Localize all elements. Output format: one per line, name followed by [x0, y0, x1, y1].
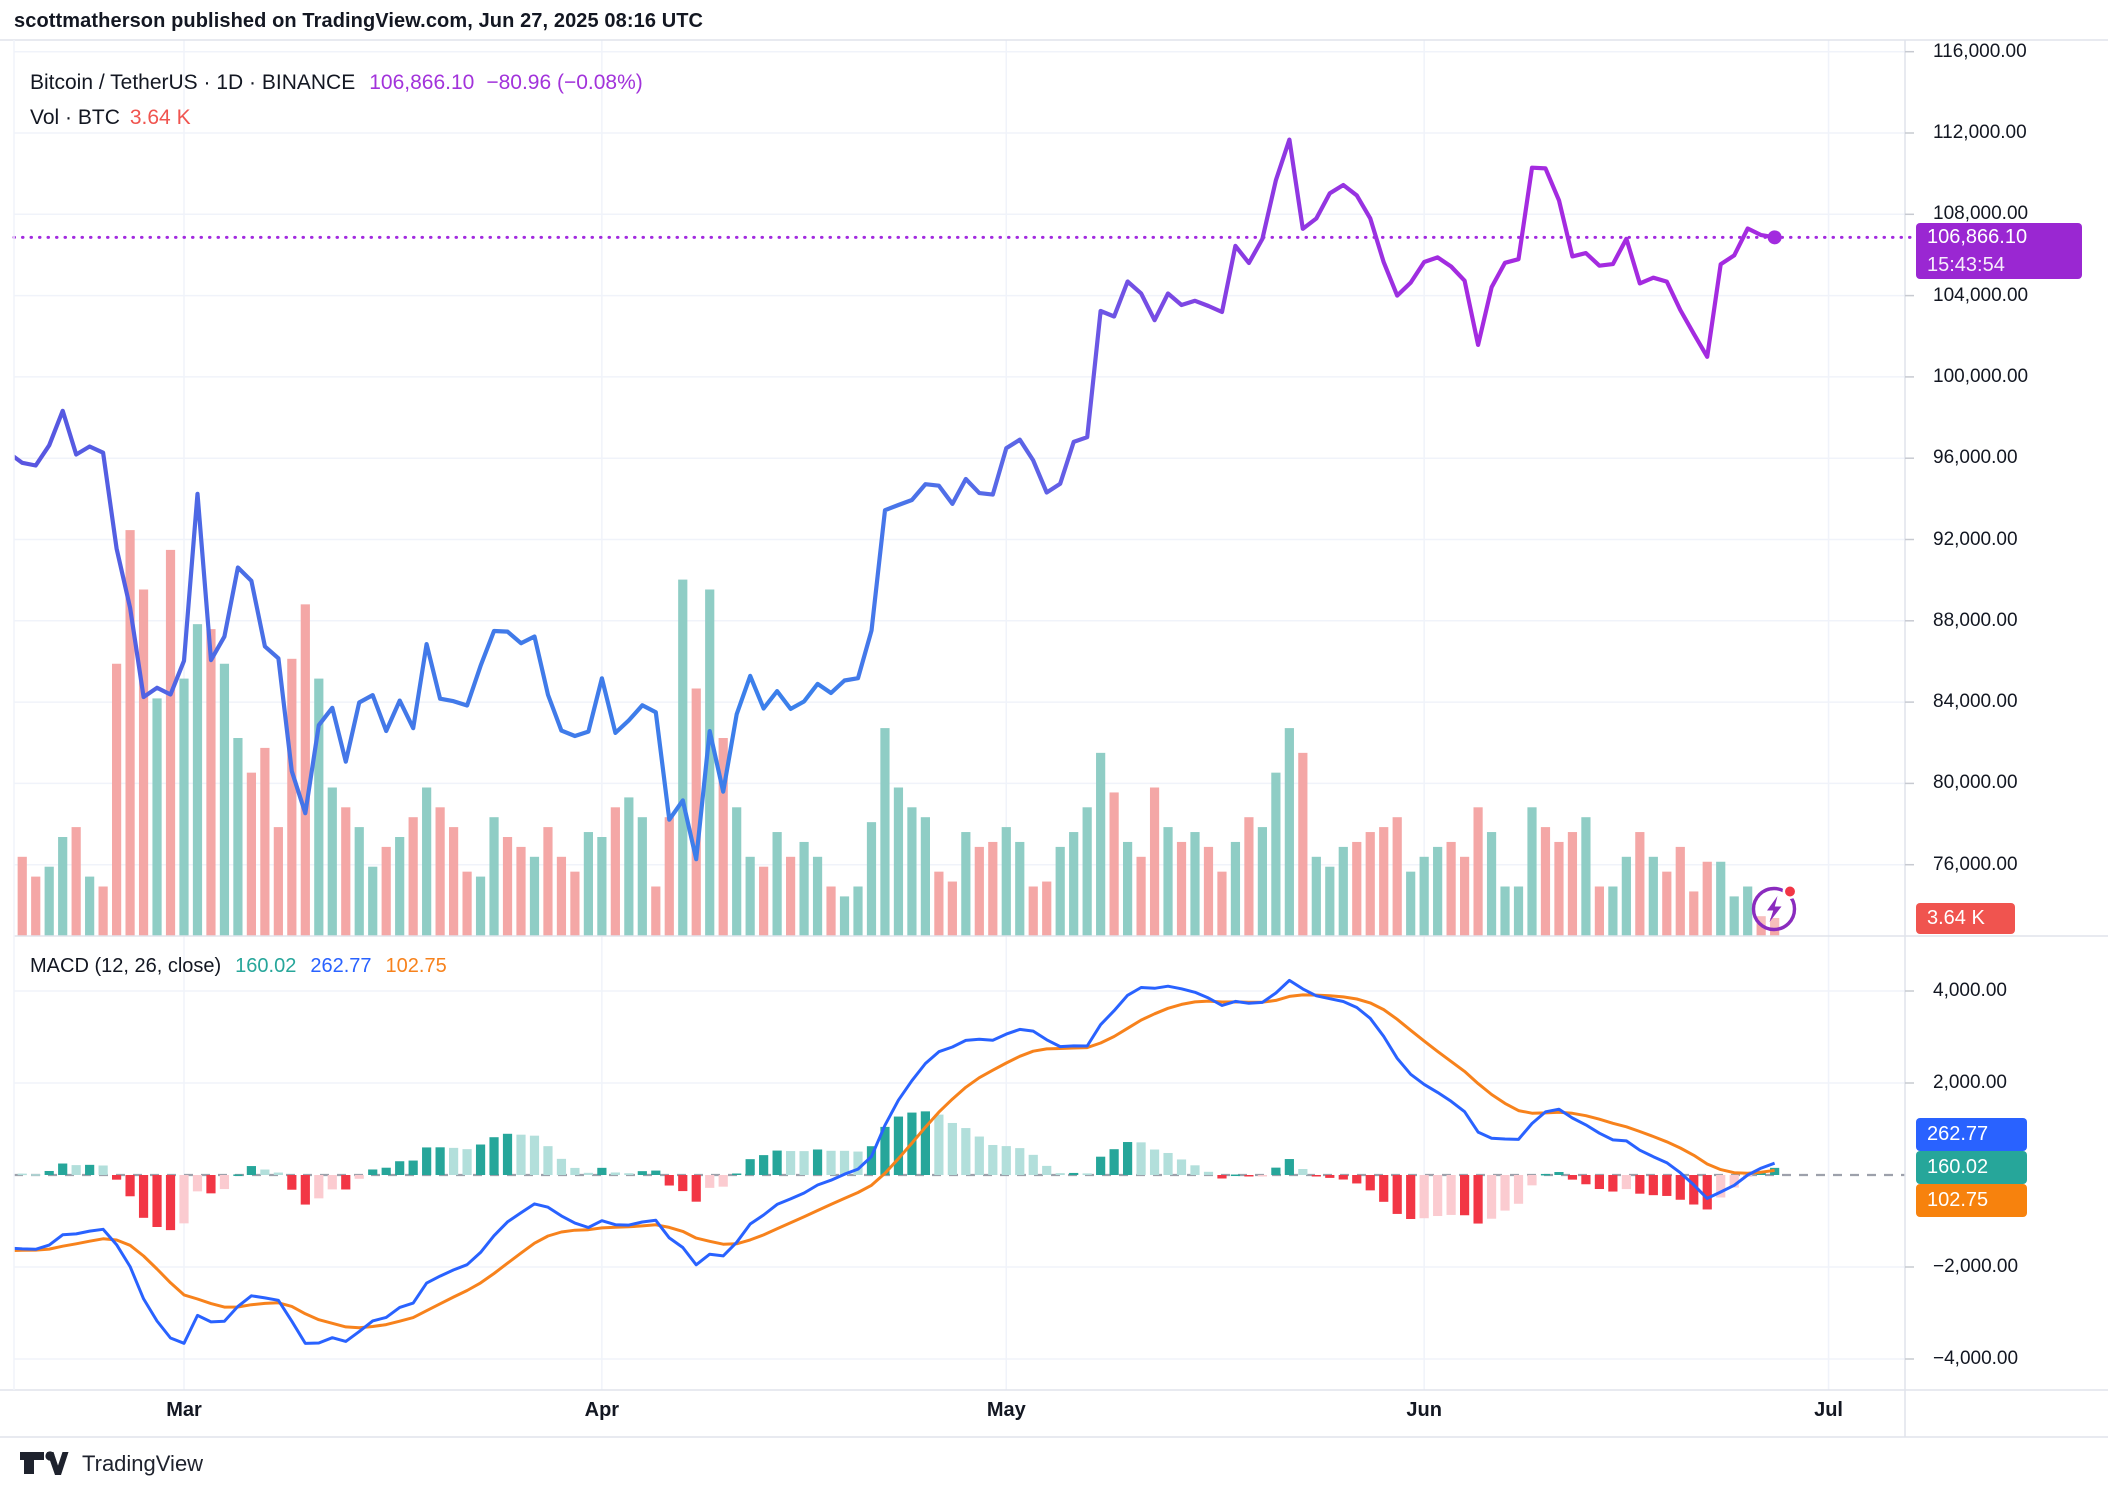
tradingview-logo-icon	[20, 1451, 69, 1475]
price-line-end-dot	[1767, 230, 1782, 245]
price-line	[14, 137, 1777, 862]
pane-borders	[0, 39, 2108, 1438]
tradingview-brand-text: TradingView	[82, 1451, 204, 1476]
macd-main-line	[14, 978, 1776, 1345]
lightning-publish-button[interactable]	[1751, 884, 1798, 932]
notification-dot	[1782, 884, 1798, 899]
volume-bars	[17, 530, 1780, 936]
lightning-icon	[1767, 896, 1782, 922]
macd-signal-line	[14, 993, 1775, 1330]
macd-histogram	[17, 1111, 1780, 1231]
tradingview-footer-logo[interactable]: TradingView	[20, 1448, 203, 1480]
gridlines	[14, 40, 1905, 1390]
